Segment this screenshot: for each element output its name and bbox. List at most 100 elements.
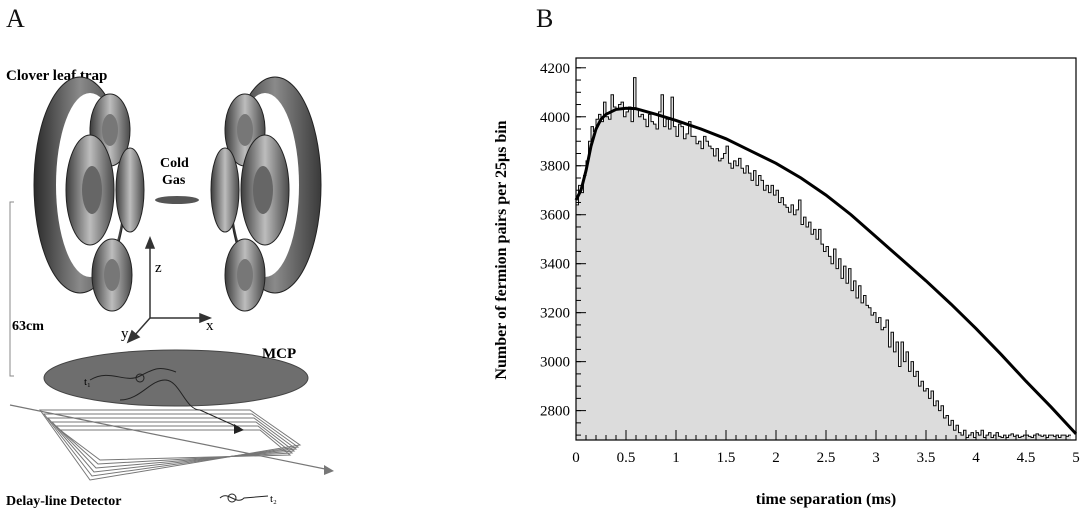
y-axis-label: y	[121, 326, 129, 342]
histogram-bar	[876, 322, 879, 440]
histogram-bar	[601, 121, 604, 441]
histogram-bar	[808, 222, 811, 440]
histogram-bar	[906, 351, 909, 440]
histogram-bar	[593, 131, 596, 440]
histogram-bar	[646, 126, 649, 441]
histogram-bar	[778, 202, 781, 440]
histogram-bar	[871, 315, 874, 440]
y-tick-label: 3600	[540, 208, 570, 224]
histogram-bar	[733, 160, 736, 440]
histogram-bar	[853, 280, 856, 440]
histogram-bar	[746, 165, 749, 440]
histogram-bar	[891, 332, 894, 440]
histogram-bar	[706, 141, 709, 440]
histogram-bar	[591, 126, 594, 441]
histogram-bar	[1051, 435, 1054, 440]
histogram-bar	[798, 200, 801, 440]
histogram-bar	[736, 165, 739, 440]
histogram-bar	[933, 405, 936, 440]
histogram-bar	[901, 342, 904, 440]
axis-ticks: 0 0.5 1 1.5 2 2.5 3 3.5 4 4.5 5 2800 3000 3200 3400 360…	[540, 61, 1080, 466]
histogram-bar	[751, 180, 754, 440]
histogram-bar	[1008, 435, 1011, 440]
histogram-bar	[1006, 437, 1009, 440]
histogram-bar	[796, 209, 799, 440]
panel-b-letter: B	[536, 4, 554, 33]
plot-area	[574, 57, 1078, 441]
histogram-bar	[696, 143, 699, 440]
histogram-bar	[923, 391, 926, 440]
histogram-bar	[773, 195, 776, 440]
histogram-bar	[748, 173, 751, 440]
histogram-bar	[598, 114, 601, 441]
signal-arrow	[234, 424, 244, 434]
histogram-bar	[921, 381, 924, 440]
histogram-bar	[958, 432, 961, 440]
histogram-bar	[978, 435, 981, 440]
histogram-bar	[678, 124, 681, 440]
x-tick-label: 1	[672, 450, 680, 466]
t1-label: t₁	[84, 376, 91, 388]
detector-label: Delay-line Detector	[6, 494, 121, 509]
histogram-bar	[756, 185, 759, 440]
t2-label: t₂	[270, 493, 277, 505]
y-tick-label: 4000	[540, 110, 570, 126]
histogram-bar	[623, 116, 626, 441]
histogram-bar	[873, 312, 876, 440]
gas-label-line2: Gas	[162, 173, 186, 188]
histogram-bar	[816, 239, 819, 440]
histogram-bar	[763, 190, 766, 440]
delay-wire-arrow	[324, 465, 334, 475]
histogram-bar	[661, 94, 664, 440]
histogram-bar	[1036, 433, 1039, 440]
histogram-bar	[671, 97, 674, 440]
histogram-bar	[913, 376, 916, 440]
coordinate-axes	[126, 235, 213, 344]
x-tick-label: 4	[972, 450, 980, 466]
histogram-bar	[783, 204, 786, 440]
histogram-bar	[1031, 437, 1034, 440]
histogram-bar	[836, 268, 839, 440]
histogram-bar	[861, 302, 864, 440]
histogram-bar	[586, 160, 589, 440]
x-tick-label: 0	[572, 450, 580, 466]
histogram-bar	[728, 163, 731, 440]
histogram-bar	[1018, 437, 1021, 440]
histogram-bar	[1048, 435, 1051, 440]
histogram-bar	[1066, 436, 1069, 440]
histogram-bar	[841, 278, 844, 440]
histogram-bar	[868, 307, 871, 440]
histogram-bar	[1028, 436, 1031, 440]
histogram-bar	[656, 129, 659, 440]
histogram-bar	[658, 111, 661, 440]
delay-line-coils	[39, 409, 302, 481]
histogram-bar	[903, 361, 906, 440]
histogram-bar	[968, 435, 971, 440]
histogram-bar	[788, 212, 791, 440]
histogram-bar	[823, 251, 826, 440]
histogram-bar	[961, 435, 964, 440]
histogram-bar	[731, 168, 734, 440]
histogram-bar	[721, 158, 724, 440]
histogram-bar	[621, 102, 624, 441]
histogram-bar	[698, 141, 701, 440]
histogram-bar	[811, 234, 814, 440]
histogram-bar	[653, 124, 656, 440]
histogram-bar	[628, 106, 631, 440]
histogram-bar	[753, 170, 756, 440]
histogram-bar	[633, 77, 636, 440]
histogram-bar	[986, 435, 989, 440]
left-coil-assembly	[33, 76, 145, 312]
histogram-bar	[761, 180, 764, 440]
panel-a-letter: A	[6, 4, 25, 33]
histogram-bar	[791, 204, 794, 440]
histogram-bar	[833, 249, 836, 440]
x-tick-label: 4.5	[1017, 450, 1036, 466]
histogram-bar	[1038, 435, 1041, 440]
histogram-bar	[993, 435, 996, 440]
signal-node-detector	[227, 493, 237, 503]
z-axis-label: z	[155, 260, 162, 276]
signal-node	[135, 373, 145, 383]
histogram-bar	[983, 437, 986, 440]
histogram-bar	[946, 415, 949, 440]
